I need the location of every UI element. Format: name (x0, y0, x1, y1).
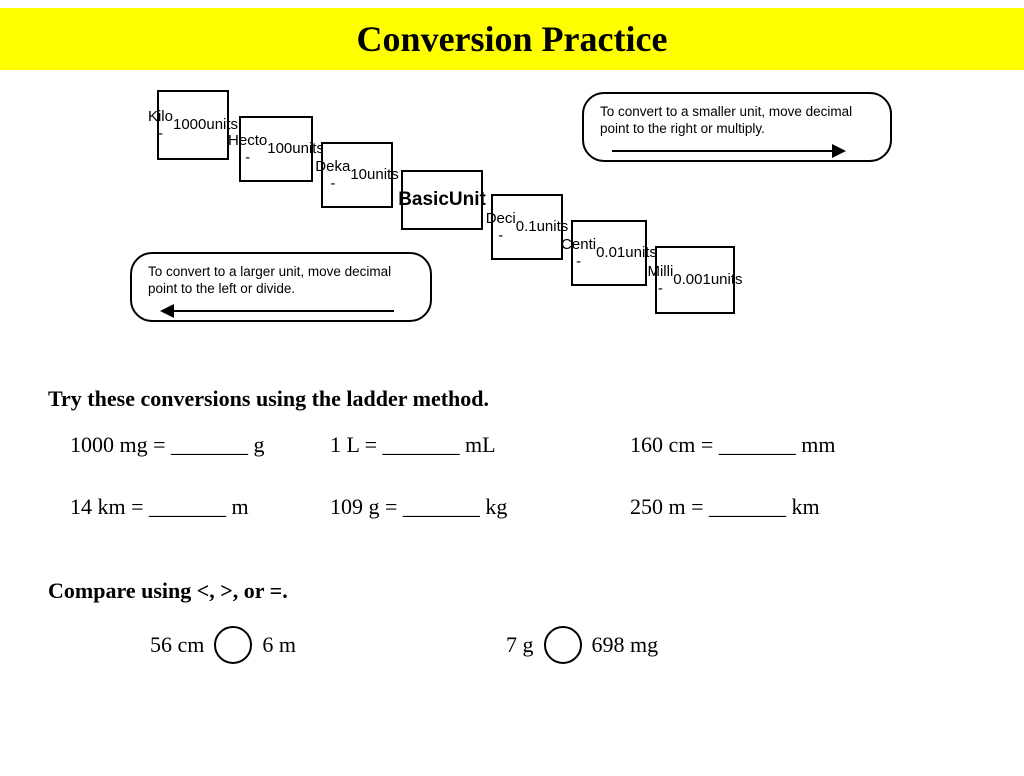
compare-left-value: 7 g (506, 632, 534, 658)
callout-smaller-unit: To convert to a smaller unit, move decim… (582, 92, 892, 162)
compare-circle (214, 626, 252, 664)
ladder-step: Deka -10units (321, 142, 393, 208)
ladder-step: Deci -0.1units (491, 194, 563, 260)
problems-row-2: 14 km = _______ m 109 g = _______ kg 250… (70, 494, 970, 520)
problems-row-1: 1000 mg = _______ g 1 L = _______ mL 160… (70, 432, 970, 458)
problem-cell: 14 km = _______ m (70, 494, 330, 520)
ladder-step: Kilo -1000units (157, 90, 229, 160)
compare-circle (544, 626, 582, 664)
arrow-right-icon (600, 144, 874, 158)
callout-text: To convert to a larger unit, move decima… (148, 264, 414, 298)
callout-text: To convert to a smaller unit, move decim… (600, 104, 874, 138)
arrow-left-icon (148, 304, 414, 318)
ladder-diagram: Kilo -1000unitsHecto -100unitsDeka -10un… (0, 70, 1024, 370)
compare-right-value: 6 m (262, 632, 296, 658)
page-title: Conversion Practice (0, 8, 1024, 70)
ladder-step: BasicUnit (401, 170, 483, 230)
ladder-step: Milli -0.001units (655, 246, 735, 314)
compare-left-value: 56 cm (150, 632, 204, 658)
compare-item: 7 g 698 mg (506, 626, 658, 664)
ladder-step: Hecto -100units (239, 116, 313, 182)
section1-heading: Try these conversions using the ladder m… (48, 386, 489, 412)
problem-cell: 1000 mg = _______ g (70, 432, 330, 458)
compare-right-value: 698 mg (592, 632, 659, 658)
compare-item: 56 cm 6 m (150, 626, 296, 664)
problem-cell: 250 m = _______ km (630, 494, 930, 520)
callout-larger-unit: To convert to a larger unit, move decima… (130, 252, 432, 322)
section2-heading: Compare using <, >, or =. (48, 578, 288, 604)
problem-cell: 109 g = _______ kg (330, 494, 630, 520)
ladder-step: Centi -0.01units (571, 220, 647, 286)
problem-cell: 1 L = _______ mL (330, 432, 630, 458)
problem-cell: 160 cm = _______ mm (630, 432, 930, 458)
